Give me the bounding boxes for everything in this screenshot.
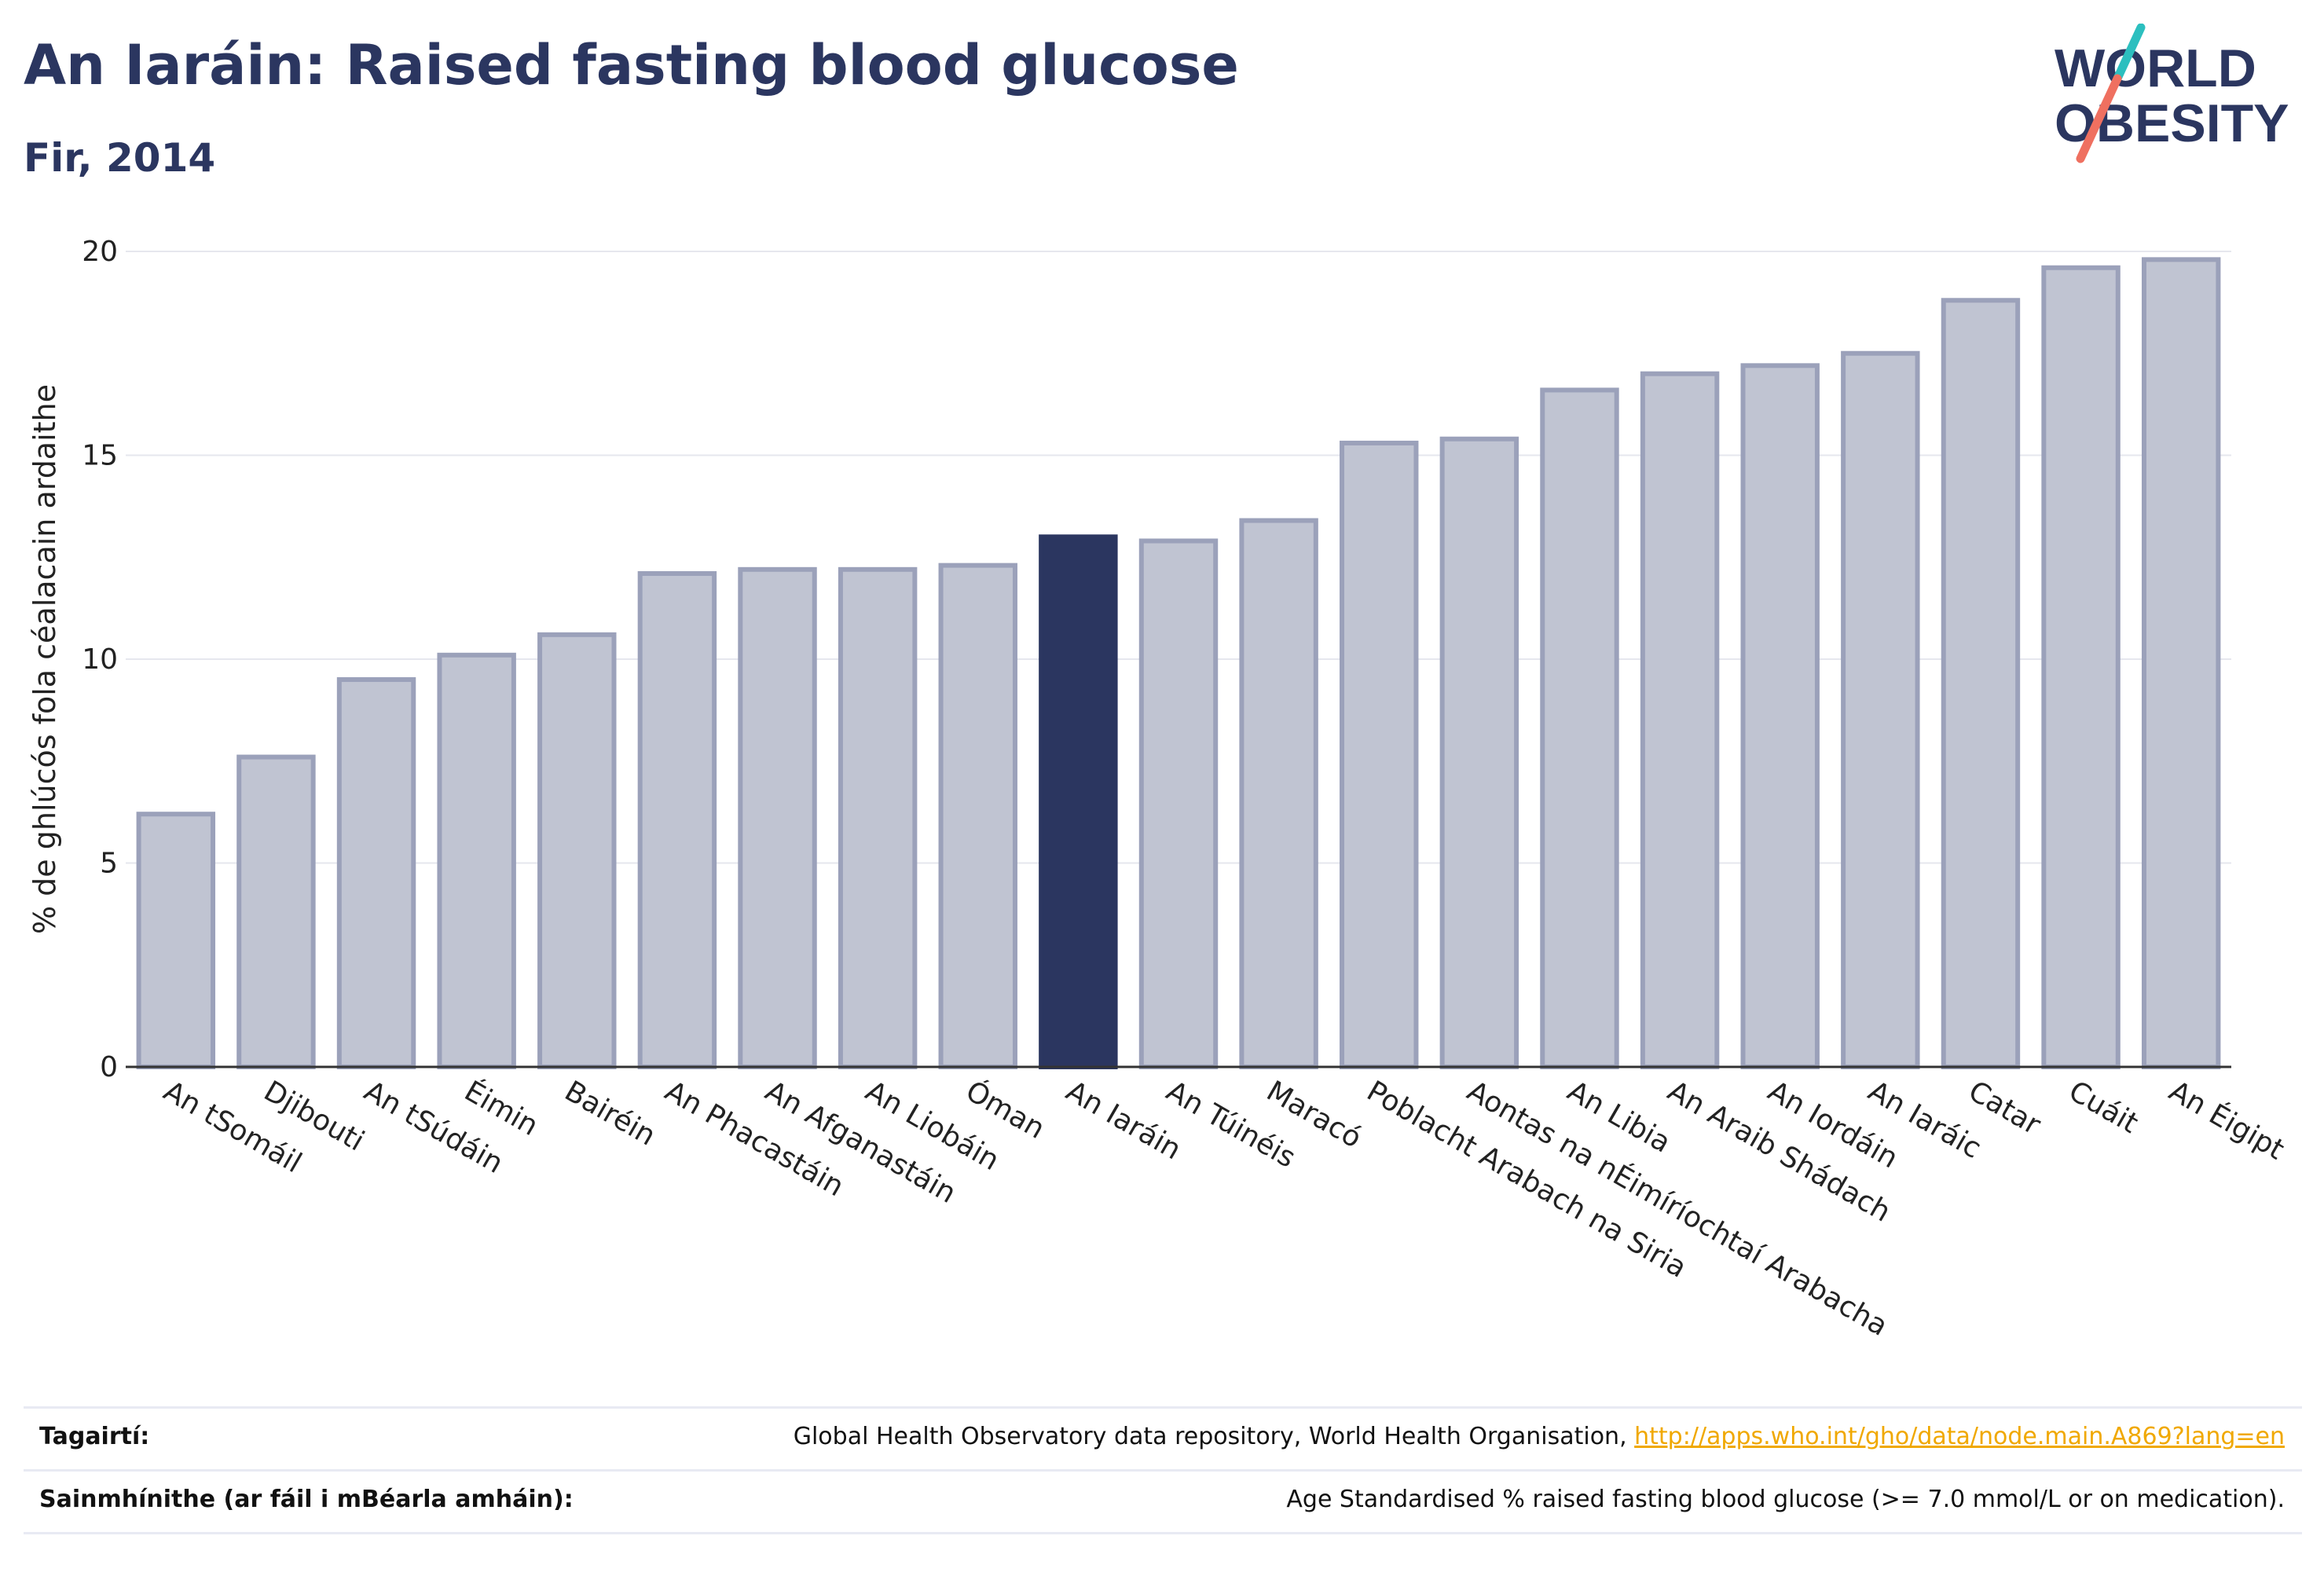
x-tick-label: An Éigipt <box>2164 1074 2290 1166</box>
y-tick-label: 20 <box>82 236 118 268</box>
references-value: Global Health Observatory data repositor… <box>794 1423 2285 1450</box>
references-link[interactable]: http://apps.who.int/gho/data/node.main.A… <box>1634 1423 2285 1450</box>
definitions-row: Sainmhínithe (ar fáil i mBéarla amháin):… <box>24 1469 2302 1533</box>
bar <box>1941 298 2021 1069</box>
y-tick-label: 10 <box>82 643 118 676</box>
logo-slash-coral <box>2076 74 2122 163</box>
x-tick-label: Bairéin <box>559 1075 661 1152</box>
bar <box>1439 436 1519 1069</box>
chart-title: An Iaráin: Raised fasting blood glucose <box>24 33 1239 97</box>
bar <box>2041 265 2121 1069</box>
y-tick-label: 5 <box>100 848 118 880</box>
bar <box>537 632 617 1069</box>
x-tick-label: An Iaráin <box>1061 1075 1186 1166</box>
bar <box>1039 534 1118 1069</box>
bar <box>1740 363 1820 1069</box>
references-label: Tagairtí: <box>39 1423 150 1450</box>
bar <box>1841 350 1920 1069</box>
y-tick-label: 15 <box>82 440 118 472</box>
footer-divider <box>24 1532 2302 1534</box>
bar <box>136 812 216 1069</box>
bars <box>136 257 2221 1069</box>
references-row: Tagairtí: Global Health Observatory data… <box>24 1406 2302 1470</box>
bar <box>1239 518 1318 1069</box>
x-tick-label: Cuáit <box>2063 1075 2143 1140</box>
y-axis-ticks: 0 5 10 15 20 <box>82 236 118 1083</box>
bar <box>738 566 817 1069</box>
bar <box>1540 387 1619 1069</box>
bar <box>2141 257 2221 1069</box>
world-obesity-logo: WORLD OBESITY <box>2055 24 2289 163</box>
bar <box>1640 371 1720 1069</box>
x-tick-label: An Phacastáin <box>659 1075 849 1203</box>
bar <box>236 754 316 1069</box>
bar <box>336 676 416 1069</box>
y-tick-label: 0 <box>100 1051 118 1083</box>
bar <box>838 566 918 1069</box>
references-text: Global Health Observatory data repositor… <box>793 1423 1635 1450</box>
y-axis-title: % de ghlúcós fola céalacain ardaithe <box>27 384 62 934</box>
bar <box>1340 440 1419 1069</box>
bar <box>1138 538 1219 1069</box>
bar <box>938 563 1017 1069</box>
definitions-value: Age Standardised % raised fasting blood … <box>1286 1486 2285 1513</box>
bar <box>637 571 717 1069</box>
bar <box>437 652 516 1069</box>
chart-subtitle: Fir, 2014 <box>24 135 216 181</box>
definitions-label: Sainmhínithe (ar fáil i mBéarla amháin): <box>39 1486 574 1513</box>
logo-line-1: WORLD <box>2055 38 2256 98</box>
logo-slash-teal <box>2113 24 2146 83</box>
